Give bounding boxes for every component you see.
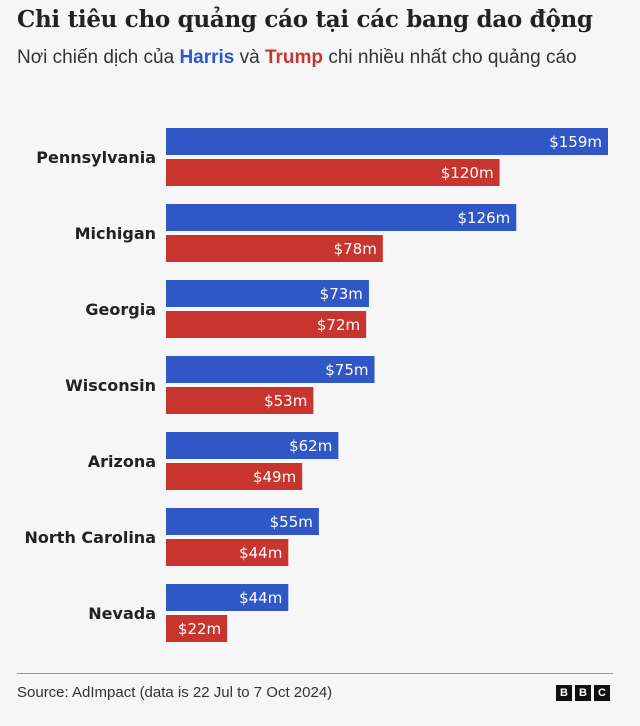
- logo-b2: B: [575, 685, 591, 701]
- value-label: $44m: [239, 544, 282, 562]
- bar-trump: [166, 615, 228, 642]
- bar-trump: [166, 463, 303, 490]
- legend-harris: Harris: [179, 47, 235, 68]
- category-label: Arizona: [88, 452, 156, 471]
- value-label: $73m: [320, 285, 363, 303]
- bar-harris: [166, 356, 375, 383]
- bar-chart: Pennsylvania $159m $120m Michigan $126m $78m G…: [25, 128, 608, 642]
- bar-harris: [166, 280, 369, 307]
- bar-harris: [166, 584, 289, 611]
- value-label: $62m: [289, 437, 332, 455]
- value-label: $72m: [317, 316, 360, 334]
- value-label: $55m: [270, 513, 313, 531]
- footer-divider: [17, 673, 613, 674]
- category-label: Nevada: [88, 604, 156, 623]
- logo-c: C: [594, 685, 610, 701]
- value-label: $53m: [264, 392, 307, 410]
- bar-trump: [166, 311, 367, 338]
- value-label: $49m: [253, 468, 296, 486]
- value-label: $75m: [325, 361, 368, 379]
- chart-title: Chi tiêu cho quảng cáo tại các bang dao …: [17, 6, 593, 33]
- legend-trump: Trump: [264, 47, 324, 68]
- category-label: North Carolina: [25, 528, 156, 547]
- value-label: $120m: [441, 164, 494, 182]
- value-label: $22m: [178, 620, 221, 638]
- bar-trump: [166, 235, 383, 262]
- category-label: Georgia: [85, 300, 156, 319]
- bar-trump: [166, 387, 314, 414]
- category-label: Wisconsin: [65, 376, 156, 395]
- logo-b1: B: [556, 685, 572, 701]
- bar-harris: [166, 508, 319, 535]
- value-label: $78m: [334, 240, 377, 258]
- subtitle-pre: Nơi chiến dịch của: [17, 47, 180, 68]
- value-label: $126m: [457, 209, 510, 227]
- bar-trump: [166, 539, 289, 566]
- bar-harris: [166, 432, 339, 459]
- value-label: $44m: [239, 589, 282, 607]
- category-label: Pennsylvania: [36, 148, 156, 167]
- subtitle-post: chi nhiều nhất cho quảng cáo: [323, 47, 577, 68]
- category-label: Michigan: [75, 224, 156, 243]
- bar-harris: [166, 204, 517, 231]
- value-label: $159m: [549, 133, 602, 151]
- subtitle-mid: và: [234, 47, 265, 68]
- chart-subtitle: Nơi chiến dịch của Harris và Trump chi n…: [17, 44, 617, 71]
- source-note: Source: AdImpact (data is 22 Jul to 7 Oc…: [17, 684, 333, 701]
- bar-trump: [166, 159, 500, 186]
- bar-harris: [166, 128, 608, 155]
